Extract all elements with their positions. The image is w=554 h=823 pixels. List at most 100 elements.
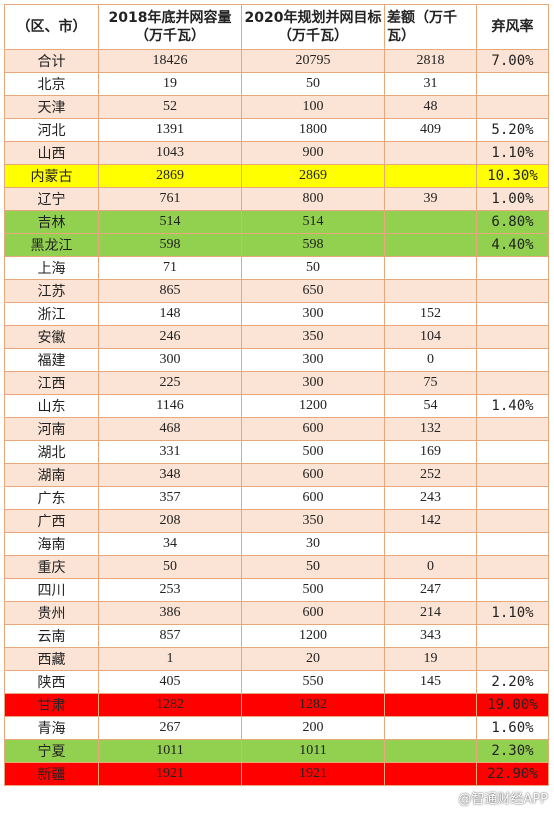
cell-target-2020: 300 (241, 371, 385, 395)
table-row: 浙江 148 300 152 (4, 302, 549, 326)
cell-region: 安徽 (4, 325, 99, 349)
cell-gap (384, 739, 477, 763)
cell-gap (384, 256, 477, 280)
cell-region: 天津 (4, 95, 99, 119)
cell-region: 湖南 (4, 463, 99, 487)
cell-target-2020: 600 (241, 463, 385, 487)
cell-curtail-rate: 2.20% (476, 670, 549, 694)
table-row: 辽宁 761 800 39 1.00% (4, 187, 549, 211)
cell-curtail-rate (476, 348, 549, 372)
cell-curtail-rate (476, 486, 549, 510)
cell-target-2020: 20 (241, 647, 385, 671)
cell-curtail-rate: 1.10% (476, 601, 549, 625)
cell-capacity-2018: 405 (98, 670, 242, 694)
cell-capacity-2018: 514 (98, 210, 242, 234)
cell-capacity-2018: 598 (98, 233, 242, 257)
cell-capacity-2018: 2869 (98, 164, 242, 188)
cell-capacity-2018: 1043 (98, 141, 242, 165)
cell-gap: 169 (384, 440, 477, 464)
cell-target-2020: 50 (241, 555, 385, 579)
cell-region: 四川 (4, 578, 99, 602)
cell-gap: 343 (384, 624, 477, 648)
cell-curtail-rate: 4.40% (476, 233, 549, 257)
table-row: 广西 208 350 142 (4, 509, 549, 533)
table-row: 江苏 865 650 (4, 279, 549, 303)
cell-target-2020: 550 (241, 670, 385, 694)
cell-region: 重庆 (4, 555, 99, 579)
cell-curtail-rate (476, 509, 549, 533)
table-row: 湖北 331 500 169 (4, 440, 549, 464)
cell-capacity-2018: 1921 (98, 762, 242, 786)
cell-capacity-2018: 386 (98, 601, 242, 625)
table-row: 重庆 50 50 0 (4, 555, 549, 579)
cell-capacity-2018: 208 (98, 509, 242, 533)
cell-curtail-rate: 1.40% (476, 394, 549, 418)
cell-curtail-rate (476, 440, 549, 464)
table-row: 湖南 348 600 252 (4, 463, 549, 487)
cell-gap: 132 (384, 417, 477, 441)
cell-capacity-2018: 300 (98, 348, 242, 372)
cell-target-2020: 1200 (241, 394, 385, 418)
cell-curtail-rate: 10.30% (476, 164, 549, 188)
cell-region: 浙江 (4, 302, 99, 326)
cell-capacity-2018: 865 (98, 279, 242, 303)
cell-curtail-rate: 5.20% (476, 118, 549, 142)
cell-region: 贵州 (4, 601, 99, 625)
cell-target-2020: 1800 (241, 118, 385, 142)
cell-target-2020: 500 (241, 578, 385, 602)
cell-region: 北京 (4, 72, 99, 96)
cell-capacity-2018: 468 (98, 417, 242, 441)
cell-curtail-rate (476, 95, 549, 119)
cell-gap (384, 164, 477, 188)
cell-curtail-rate: 1.60% (476, 716, 549, 740)
cell-curtail-rate: 1.10% (476, 141, 549, 165)
cell-region: 黑龙江 (4, 233, 99, 257)
cell-gap: 31 (384, 72, 477, 96)
cell-target-2020: 1011 (241, 739, 385, 763)
cell-gap: 104 (384, 325, 477, 349)
cell-capacity-2018: 19 (98, 72, 242, 96)
cell-target-2020: 50 (241, 256, 385, 280)
table-row: 西藏 1 20 19 (4, 647, 549, 671)
table-row: 福建 300 300 0 (4, 348, 549, 372)
cell-curtail-rate (476, 417, 549, 441)
cell-curtail-rate (476, 624, 549, 648)
cell-region: 甘肃 (4, 693, 99, 717)
cell-target-2020: 600 (241, 601, 385, 625)
cell-gap (384, 693, 477, 717)
cell-curtail-rate: 7.00% (476, 49, 549, 73)
header-gap: 差额（万千瓦） (384, 4, 477, 50)
cell-region: 西藏 (4, 647, 99, 671)
cell-region: 江苏 (4, 279, 99, 303)
cell-target-2020: 2869 (241, 164, 385, 188)
cell-capacity-2018: 348 (98, 463, 242, 487)
table-row: 吉林 514 514 6.80% (4, 210, 549, 234)
cell-region: 陕西 (4, 670, 99, 694)
cell-gap: 39 (384, 187, 477, 211)
header-region: （区、市） (4, 4, 99, 50)
cell-gap: 142 (384, 509, 477, 533)
cell-capacity-2018: 357 (98, 486, 242, 510)
table-row: 四川 253 500 247 (4, 578, 549, 602)
cell-curtail-rate: 1.00% (476, 187, 549, 211)
table-row: 广东 357 600 243 (4, 486, 549, 510)
cell-region: 湖北 (4, 440, 99, 464)
cell-gap: 243 (384, 486, 477, 510)
cell-gap (384, 210, 477, 234)
header-row: （区、市） 2018年底并网容量（万千瓦） 2020年规划并网目标（万千瓦） 差… (4, 4, 549, 50)
cell-target-2020: 200 (241, 716, 385, 740)
table-row: 云南 857 1200 343 (4, 624, 549, 648)
cell-target-2020: 1200 (241, 624, 385, 648)
cell-gap (384, 716, 477, 740)
cell-gap: 252 (384, 463, 477, 487)
cell-capacity-2018: 52 (98, 95, 242, 119)
cell-region: 江西 (4, 371, 99, 395)
table-body: 合计 18426 20795 2818 7.00% 北京 19 50 31 天津 52 100 48 河北… (4, 49, 549, 786)
cell-curtail-rate (476, 279, 549, 303)
watermark-text: @智通财经APP (458, 792, 548, 807)
cell-target-2020: 514 (241, 210, 385, 234)
cell-curtail-rate (476, 371, 549, 395)
wind-capacity-table: （区、市） 2018年底并网容量（万千瓦） 2020年规划并网目标（万千瓦） 差… (4, 4, 549, 786)
cell-capacity-2018: 71 (98, 256, 242, 280)
cell-target-2020: 600 (241, 486, 385, 510)
